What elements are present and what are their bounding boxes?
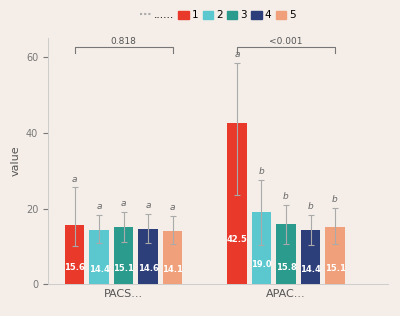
Text: 19.0: 19.0 [251,260,272,269]
Bar [252,212,271,284]
Bar [301,230,320,284]
Text: 15.8: 15.8 [276,263,296,272]
Bar [227,123,247,284]
Text: 0.818: 0.818 [111,37,136,46]
Text: 14.4: 14.4 [300,264,321,274]
Text: a: a [121,199,126,208]
Bar [325,227,345,284]
Text: b: b [283,192,289,201]
Text: 15.1: 15.1 [113,264,134,273]
Text: a: a [234,50,240,59]
Legend: ......, 1, 2, 3, 4, 5: ......, 1, 2, 3, 4, 5 [136,6,300,24]
Text: <0.001: <0.001 [269,37,303,46]
Text: b: b [332,195,338,204]
Bar [276,224,296,284]
Text: 42.5: 42.5 [226,235,248,244]
Text: 15.1: 15.1 [324,264,346,273]
Bar [163,231,182,284]
Text: a: a [170,203,175,212]
Text: 14.4: 14.4 [89,264,110,274]
Text: a: a [72,174,77,184]
Y-axis label: value: value [10,146,20,176]
Bar [138,229,158,284]
Text: 14.1: 14.1 [162,265,183,274]
Text: 15.6: 15.6 [64,263,85,272]
Text: b: b [259,167,264,176]
Text: a: a [145,201,151,210]
Text: a: a [96,202,102,211]
Text: b: b [308,202,313,211]
Bar [114,227,134,284]
Bar [89,230,109,284]
Text: 14.6: 14.6 [138,264,158,273]
Bar [65,225,84,284]
